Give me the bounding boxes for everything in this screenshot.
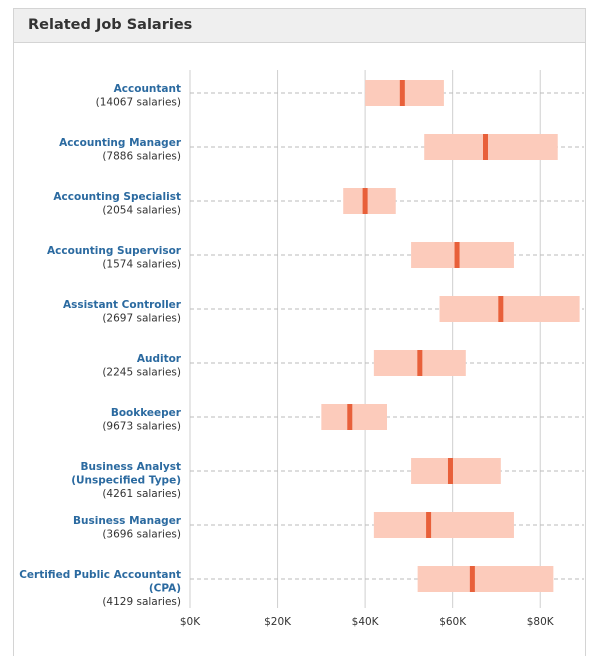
salary-count: (2054 salaries) <box>102 205 181 217</box>
salary-range <box>373 512 514 538</box>
salary-range <box>439 296 580 322</box>
job-title: Auditor <box>137 353 182 365</box>
x-tick-label: $0K <box>180 616 201 628</box>
salary-range <box>417 566 554 592</box>
x-tick-label: $60K <box>439 616 467 628</box>
chart-title: Related Job Salaries <box>28 17 192 33</box>
salary-count: (4129 salaries) <box>102 596 181 608</box>
x-tick-label: $20K <box>264 616 292 628</box>
job-title: Assistant Controller <box>63 299 182 311</box>
job-title: Accounting Specialist <box>53 191 181 203</box>
median-marker <box>454 242 460 268</box>
median-marker <box>417 350 423 376</box>
job-title: Business Analyst <box>81 461 181 473</box>
median-marker <box>362 188 368 214</box>
salary-range <box>424 134 558 160</box>
job-title: Accountant <box>114 83 181 95</box>
median-marker <box>426 512 432 538</box>
salary-count: (2697 salaries) <box>102 313 181 325</box>
salary-count: (1574 salaries) <box>102 259 181 271</box>
x-tick-label: $80K <box>527 616 555 628</box>
x-tick-label: $40K <box>352 616 380 628</box>
salary-count: (7886 salaries) <box>102 151 181 163</box>
median-marker <box>498 296 504 322</box>
job-title: Accounting Supervisor <box>47 245 182 257</box>
salary-count: (2245 salaries) <box>102 367 181 379</box>
salary-range <box>411 458 501 484</box>
job-title: Certified Public Accountant <box>19 569 181 581</box>
job-title: Bookkeeper <box>111 407 182 419</box>
salary-count: (4261 salaries) <box>102 488 181 500</box>
job-title: (Unspecified Type) <box>71 475 181 487</box>
median-marker <box>347 404 353 430</box>
median-marker <box>483 134 488 160</box>
job-title: (CPA) <box>149 583 181 595</box>
salary-range <box>321 404 387 430</box>
salary-count: (14067 salaries) <box>96 97 181 109</box>
median-marker <box>399 80 405 106</box>
median-marker <box>469 566 475 592</box>
median-marker <box>447 458 453 484</box>
panel <box>13 8 586 656</box>
job-title: Business Manager <box>73 515 182 527</box>
panel-header <box>14 9 585 42</box>
salary-range <box>343 188 396 214</box>
salary-count: (9673 salaries) <box>102 421 181 433</box>
salary-count: (3696 salaries) <box>102 529 181 541</box>
job-title: Accounting Manager <box>59 137 182 149</box>
salary-range <box>411 242 514 268</box>
